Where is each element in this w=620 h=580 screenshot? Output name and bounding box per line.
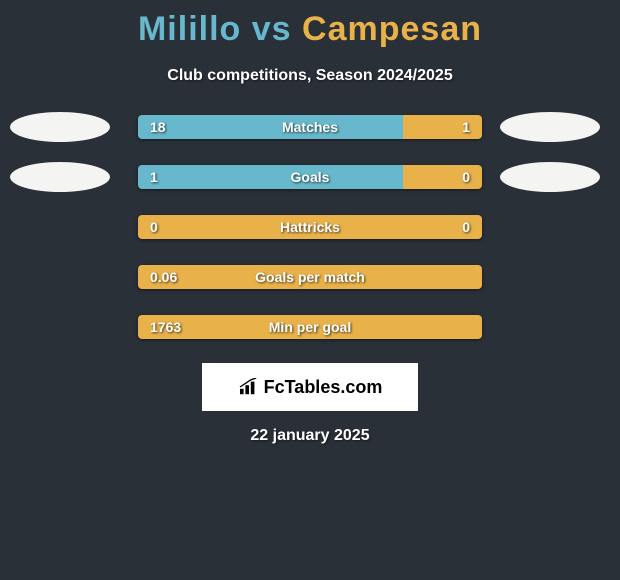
chart-icon — [238, 378, 260, 396]
stat-left-value: 1763 — [150, 319, 181, 335]
stat-left-value: 18 — [150, 119, 166, 135]
avatar-left — [10, 162, 110, 192]
vs-text: vs — [252, 10, 292, 48]
stat-left-value: 1 — [150, 169, 158, 185]
stat-left-value: 0.06 — [150, 269, 177, 285]
stat-row: 0 Hattricks 0 — [0, 213, 620, 241]
logo-box: FcTables.com — [202, 363, 418, 411]
stat-bar: 1763 Min per goal — [138, 315, 482, 339]
avatar-right — [500, 162, 600, 192]
player2-name: Campesan — [302, 10, 482, 48]
stat-bar: 18 Matches 1 — [138, 115, 482, 139]
stat-label: Matches — [282, 119, 338, 135]
stat-label: Min per goal — [269, 319, 351, 335]
page-title: Milillo vs Campesan — [0, 0, 620, 49]
stat-left-value: 0 — [150, 219, 158, 235]
stat-row: 18 Matches 1 — [0, 113, 620, 141]
stat-label: Goals — [291, 169, 330, 185]
avatar-left — [10, 112, 110, 142]
subtitle: Club competitions, Season 2024/2025 — [0, 67, 620, 85]
date-text: 22 january 2025 — [0, 427, 620, 445]
stat-label: Goals per match — [255, 269, 365, 285]
avatar-right — [500, 112, 600, 142]
stat-row: 1763 Min per goal — [0, 313, 620, 341]
stat-right-value: 1 — [462, 119, 470, 135]
logo-text: FcTables.com — [264, 377, 383, 398]
stat-right-value: 0 — [462, 169, 470, 185]
stat-label: Hattricks — [280, 219, 340, 235]
stat-bar: 0 Hattricks 0 — [138, 215, 482, 239]
player1-name: Milillo — [138, 10, 241, 48]
stat-right-value: 0 — [462, 219, 470, 235]
bar-left-fill — [138, 115, 403, 139]
stat-row: 0.06 Goals per match — [0, 263, 620, 291]
stat-bar: 0.06 Goals per match — [138, 265, 482, 289]
bar-left-fill — [138, 165, 403, 189]
stat-bar: 1 Goals 0 — [138, 165, 482, 189]
stats-container: 18 Matches 1 1 Goals 0 0 Hattricks 0 0.06 Goals pe… — [0, 113, 620, 341]
stat-row: 1 Goals 0 — [0, 163, 620, 191]
